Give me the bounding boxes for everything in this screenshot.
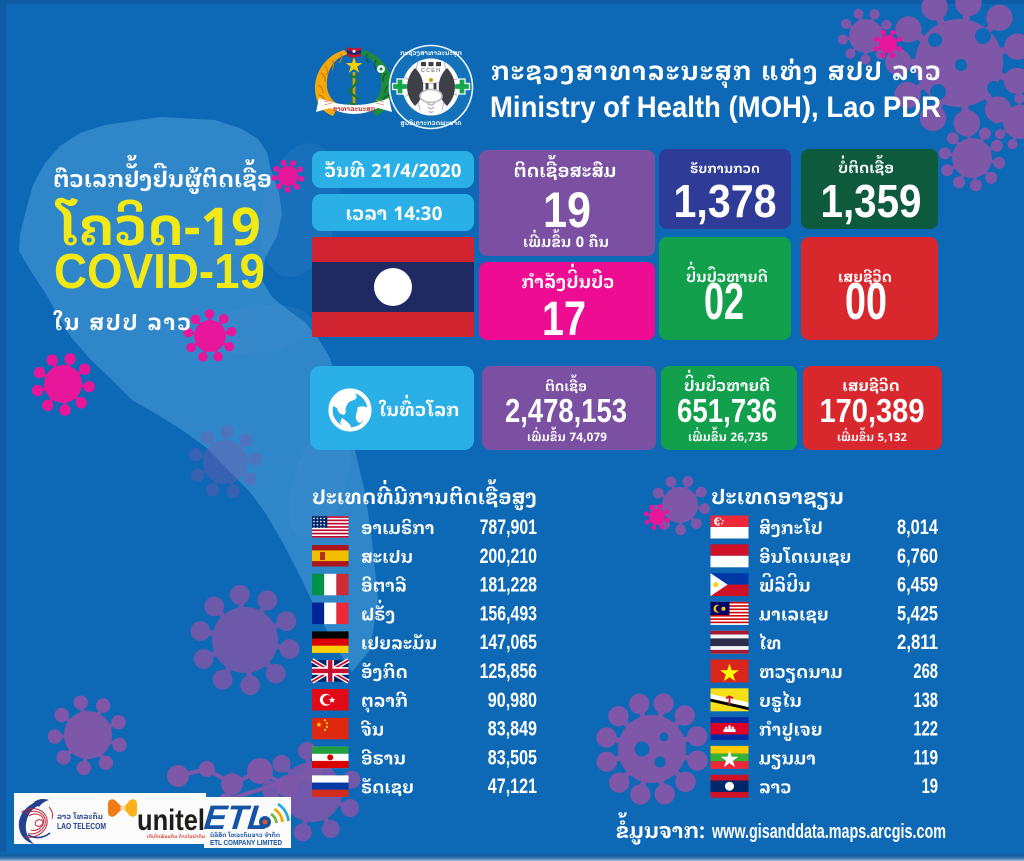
svg-text:unitel: unitel xyxy=(137,804,205,837)
svg-text:90,980: 90,980 xyxy=(488,689,537,712)
svg-text:181,228: 181,228 xyxy=(480,574,538,597)
svg-text:138: 138 xyxy=(913,689,938,712)
svg-text:02: 02 xyxy=(704,273,744,331)
svg-text:www.gisanddata.maps.arcgis.com: www.gisanddata.maps.arcgis.com xyxy=(711,821,946,843)
svg-text:156,493: 156,493 xyxy=(480,602,537,625)
svg-text:83,849: 83,849 xyxy=(488,718,537,741)
svg-text:125,856: 125,856 xyxy=(480,660,537,683)
svg-text:8,014: 8,014 xyxy=(897,516,938,539)
svg-text:200,210: 200,210 xyxy=(480,545,537,568)
svg-text:122: 122 xyxy=(913,718,938,741)
svg-text:83,505: 83,505 xyxy=(488,746,537,769)
svg-text:17: 17 xyxy=(542,293,586,346)
svg-text:170,389: 170,389 xyxy=(820,392,925,429)
svg-text:787,901: 787,901 xyxy=(480,516,538,539)
svg-text:6,459: 6,459 xyxy=(897,574,938,597)
svg-text:CCEH: CCEH xyxy=(421,68,441,74)
svg-text:651,736: 651,736 xyxy=(677,392,777,429)
svg-text:119: 119 xyxy=(913,746,938,769)
svg-text:COVID-19: COVID-19 xyxy=(54,245,265,299)
svg-text:ETL: ETL xyxy=(202,799,270,837)
svg-text:1,378: 1,378 xyxy=(674,175,777,227)
svg-text:47,121: 47,121 xyxy=(488,775,537,798)
svg-text:5,425: 5,425 xyxy=(897,602,938,625)
svg-text:2,478,153: 2,478,153 xyxy=(505,392,627,429)
svg-text:00: 00 xyxy=(845,273,887,331)
svg-text:LAO TELECOM: LAO TELECOM xyxy=(57,821,106,831)
svg-text:ETL COMPANY LIMITED: ETL COMPANY LIMITED xyxy=(210,838,282,847)
svg-text:2,811: 2,811 xyxy=(897,631,938,654)
svg-text:268: 268 xyxy=(913,660,938,683)
svg-text:1,359: 1,359 xyxy=(821,175,922,227)
svg-text:6,760: 6,760 xyxy=(897,545,938,568)
svg-text:19: 19 xyxy=(922,775,938,798)
svg-text:19: 19 xyxy=(543,182,591,238)
svg-text:147,065: 147,065 xyxy=(480,631,538,654)
svg-text:Ministry of Health (MOH), Lao: Ministry of Health (MOH), Lao PDR xyxy=(490,91,941,124)
